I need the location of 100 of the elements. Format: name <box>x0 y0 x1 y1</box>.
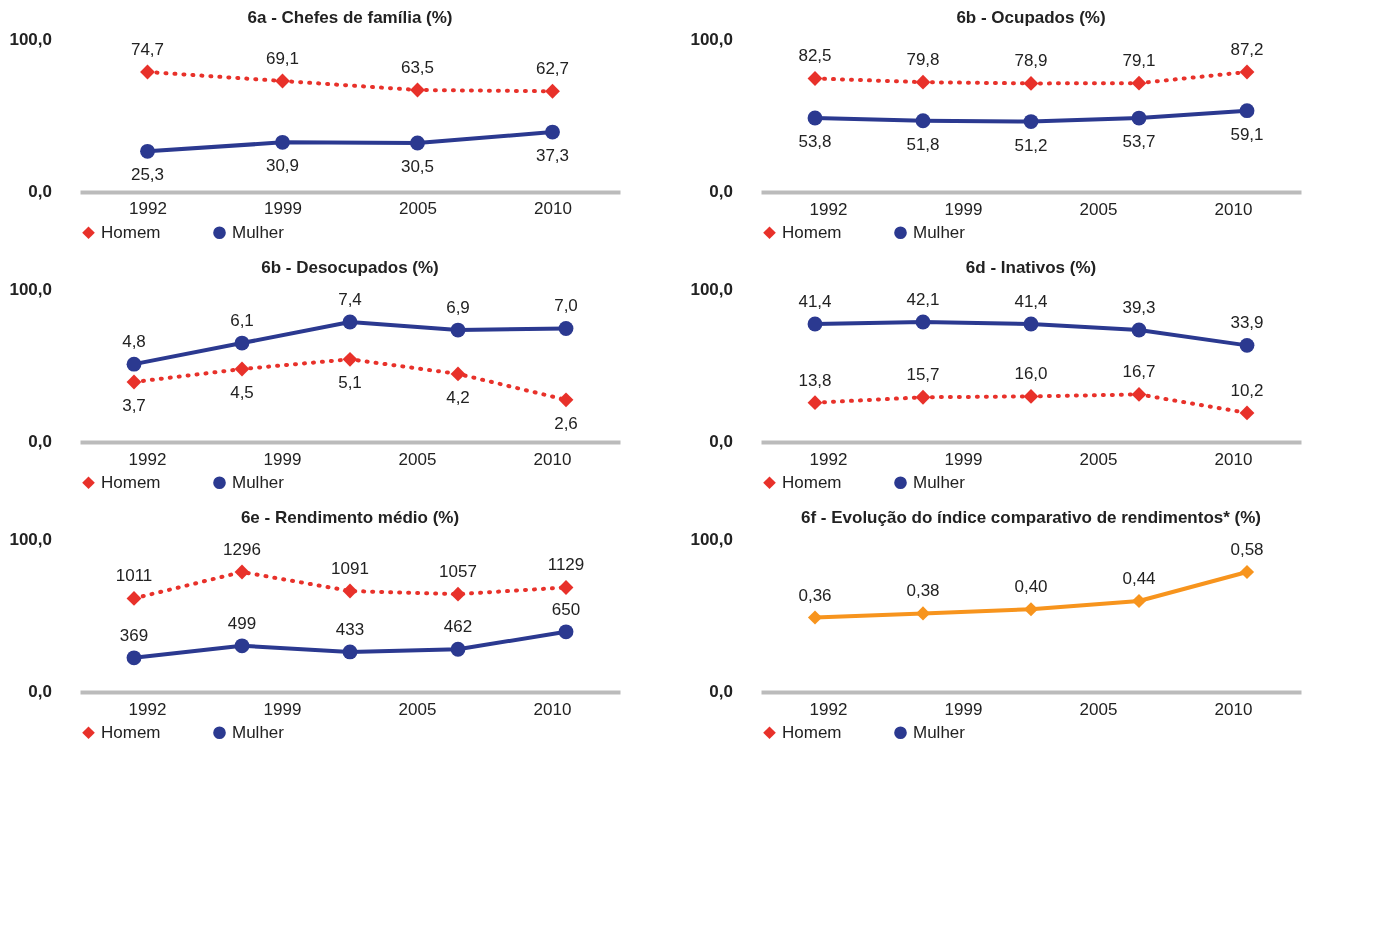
data-label: 0,58 <box>1230 540 1264 559</box>
point <box>126 590 142 606</box>
data-label: 51,8 <box>906 134 940 154</box>
chart-title: 6e - Rendimento médio (%) <box>240 508 460 527</box>
data-label: 79,8 <box>906 50 940 70</box>
data-label: 79,1 <box>1122 51 1156 71</box>
data-label: 0,40 <box>1014 577 1048 597</box>
point <box>807 610 823 625</box>
data-label: 0,36 <box>798 585 832 605</box>
point <box>545 124 560 140</box>
point <box>140 143 155 159</box>
point <box>807 110 823 126</box>
point <box>1239 405 1255 421</box>
data-label: 25,3 <box>130 165 165 185</box>
point <box>450 366 466 382</box>
point <box>450 322 466 338</box>
point <box>1131 110 1147 126</box>
data-label: 51,2 <box>1014 135 1048 155</box>
text: 2005 <box>398 700 437 719</box>
point <box>1239 337 1255 353</box>
point <box>1239 564 1255 580</box>
point <box>275 134 290 150</box>
point <box>558 624 574 640</box>
text: 100,0 <box>9 530 52 549</box>
point <box>126 356 142 372</box>
text: 0,0 <box>28 182 52 201</box>
point <box>915 389 931 405</box>
text: 100,0 <box>690 530 733 549</box>
data-label: 13,8 <box>798 370 832 390</box>
point <box>342 314 358 330</box>
point <box>342 351 358 367</box>
text: 100,0 <box>9 30 52 49</box>
legend-label: Homem <box>101 722 161 742</box>
point <box>545 83 560 99</box>
point <box>342 583 358 599</box>
point <box>1131 593 1147 609</box>
x-tick-label: 2010 <box>533 450 572 469</box>
point <box>410 135 425 151</box>
data-label: 4,2 <box>446 387 470 407</box>
text: 1999 <box>944 700 983 719</box>
data-label: 62,7 <box>535 59 570 79</box>
point <box>450 586 466 602</box>
text: 1999 <box>944 200 983 219</box>
text: 100,0 <box>690 30 733 49</box>
point <box>1239 103 1255 119</box>
data-label: 6,9 <box>446 298 470 318</box>
data-label: 30,5 <box>400 157 435 176</box>
data-label: 41,4 <box>1014 292 1048 311</box>
data-label: 33,9 <box>1230 313 1264 333</box>
point <box>1023 388 1039 404</box>
data-label: 39,3 <box>1122 297 1156 317</box>
data-label: 1129 <box>547 555 585 575</box>
point <box>234 335 250 351</box>
chart-title: 6d - Inativos (%) <box>965 258 1097 277</box>
data-label: 462 <box>443 617 473 637</box>
text: 2005 <box>399 198 437 218</box>
data-label: 82,5 <box>798 46 832 66</box>
point <box>915 113 931 129</box>
text: 1992 <box>809 700 848 719</box>
point <box>558 321 574 336</box>
text: 0,0 <box>28 682 52 701</box>
point <box>450 641 466 657</box>
text: 2005 <box>1079 700 1118 719</box>
text: 2010 <box>534 198 572 218</box>
legend-label: Homem <box>782 472 842 492</box>
data-label: 15,7 <box>906 365 940 385</box>
data-label: 59,1 <box>1230 124 1264 144</box>
legend-label: Mulher <box>232 722 285 742</box>
data-label: 37,3 <box>535 146 570 166</box>
legend-label: Homem <box>782 222 842 242</box>
data-label: 53,8 <box>798 131 832 151</box>
data-label: 10,2 <box>1230 380 1264 400</box>
data-label: 69,1 <box>265 49 300 68</box>
legend-label: Homem <box>101 222 161 242</box>
point <box>234 361 250 377</box>
legend-label: Mulher <box>232 222 285 242</box>
chart-title: 6b - Ocupados (%) <box>956 8 1106 27</box>
data-label: 53,7 <box>1122 132 1156 152</box>
legend-label: Homem <box>782 722 842 742</box>
chart-title: 6b - Desocupados (%) <box>261 258 439 277</box>
data-label: 369 <box>119 625 149 645</box>
point <box>342 644 358 660</box>
data-label: 4,8 <box>122 332 146 352</box>
data-label: 650 <box>551 599 581 619</box>
data-label: 41,4 <box>798 292 832 311</box>
point <box>1023 602 1039 617</box>
text: 1999 <box>264 198 302 218</box>
data-label: 7,4 <box>338 290 362 309</box>
point <box>1131 386 1147 402</box>
x-tick-label: 1992 <box>128 450 167 469</box>
data-label: 1057 <box>439 562 477 582</box>
text: 0,0 <box>709 182 733 201</box>
data-label: 5,1 <box>338 373 362 393</box>
data-label: 16,0 <box>1014 364 1048 384</box>
legend-label: Mulher <box>913 222 966 242</box>
point <box>1131 75 1147 91</box>
point <box>915 314 931 330</box>
legend-label: Mulher <box>913 472 966 492</box>
x-tick-label: 1999 <box>263 450 302 469</box>
point <box>126 650 142 666</box>
